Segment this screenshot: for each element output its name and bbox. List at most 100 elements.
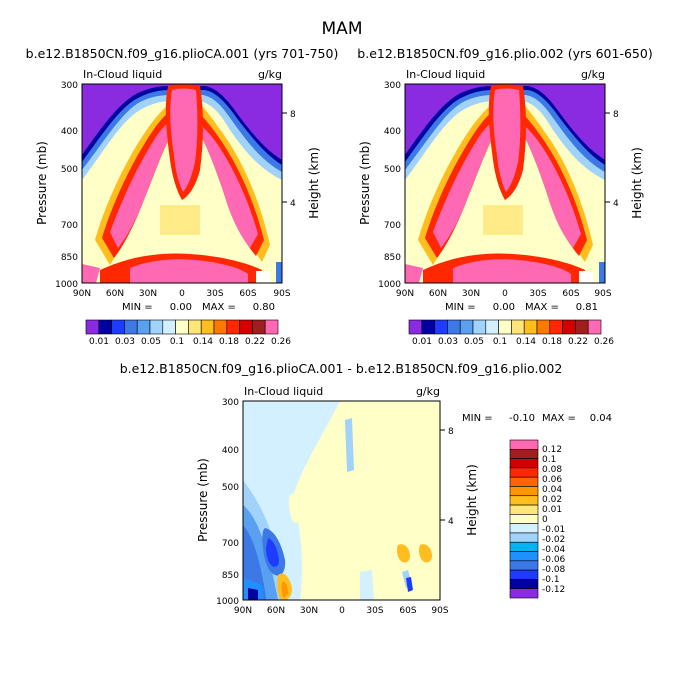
panel-c-cbar-label: -0.04 — [542, 545, 566, 555]
colorbar-swatch — [509, 514, 539, 524]
panel-a-xtick: 60N — [106, 289, 124, 299]
colorbar-swatch — [509, 541, 539, 552]
panel-a-title: b.e12.B1850CN.f09_g16.plioCA.001 (yrs 70… — [26, 46, 339, 61]
colorbar-swatch — [162, 319, 176, 335]
panel-c-y2-ticks: 8 4 — [440, 427, 454, 527]
colorbar-swatch — [509, 439, 539, 450]
panel-b-ytick: 400 — [384, 127, 401, 137]
colorbar-swatch — [188, 319, 202, 335]
panel-c-min-value: -0.10 — [509, 413, 535, 424]
colorbar-swatch — [536, 319, 551, 335]
colorbar-swatch — [509, 579, 539, 590]
panel-c-max-label: MAX = — [542, 413, 576, 424]
panel-c-title: b.e12.B1850CN.f09_g16.plioCA.001 - b.e12… — [120, 361, 563, 376]
panel-c-cbar-label: -0.1 — [542, 575, 560, 585]
panel-a-max-label: MAX = — [202, 302, 236, 313]
colorbar-swatch — [509, 467, 539, 478]
panel-a-min-value: 0.00 — [170, 302, 192, 313]
panel-b-cbar-label: 0.14 — [516, 337, 536, 347]
panel-b-colorbar — [408, 319, 602, 335]
panel-a-cbar-label: 0.26 — [271, 337, 291, 347]
panel-b-cbar-label: 0.18 — [542, 337, 562, 347]
panel-b-xtick: 90N — [396, 289, 414, 299]
figure-title: MAM — [322, 19, 363, 39]
panel-b-colorbar-labels: 0.01 0.03 0.05 0.1 0.14 0.18 0.22 0.26 — [412, 337, 614, 347]
colorbar-swatch — [175, 319, 189, 335]
colorbar-swatch — [408, 319, 423, 335]
colorbar-swatch — [509, 476, 539, 487]
panel-c-x-ticks: 90N 60N 30N 0 30S 60S 90S — [234, 606, 449, 616]
panel-b-cbar-label: 0.03 — [438, 337, 458, 347]
panel-a-cbar-label: 0.05 — [141, 337, 161, 347]
colorbar-swatch — [85, 319, 100, 335]
panel-a-cbar-label: 0.18 — [219, 337, 239, 347]
panel-b-min-label: MIN = — [445, 302, 476, 313]
panel-b-y2label: Height (km) — [630, 147, 644, 218]
colorbar-swatch — [239, 319, 253, 335]
panel-a-xtick: 30S — [206, 289, 223, 299]
panel-b-xtick: 60N — [429, 289, 447, 299]
panel-c-xtick: 60N — [267, 606, 285, 616]
panel-a-min-label: MIN = — [122, 302, 153, 313]
panel-c-left-label: In-Cloud liquid — [244, 385, 323, 398]
colorbar-swatch — [434, 319, 448, 335]
panel-a-xtick: 0 — [179, 289, 185, 299]
colorbar-swatch — [124, 319, 138, 335]
panel-a-cbar-label: 0.22 — [245, 337, 265, 347]
panel-b-left-label: In-Cloud liquid — [406, 68, 485, 81]
colorbar-swatch — [509, 588, 539, 599]
panel-c-y-ticks: 300 400 500 700 850 1000 — [216, 398, 239, 607]
panel-c-cbar-label: 0.02 — [542, 495, 562, 505]
panel-a-ytick: 850 — [61, 253, 78, 263]
colorbar-swatch — [472, 319, 487, 335]
panel-c-xtick: 30S — [366, 606, 383, 616]
panel-b-ytick: 300 — [384, 81, 401, 91]
panel-a-colorbar-labels: 0.01 0.03 0.05 0.1 0.14 0.18 0.22 0.26 — [89, 337, 291, 347]
colorbar-swatch — [509, 486, 539, 497]
panel-a-cbar-label: 0.01 — [89, 337, 109, 347]
panel-a-ylabel: Pressure (mb) — [35, 141, 49, 225]
panel-c-ytick: 400 — [222, 446, 239, 456]
colorbar-swatch — [562, 319, 576, 335]
colorbar-swatch — [485, 319, 499, 335]
panel-a-xtick: 90N — [73, 289, 91, 299]
panel-c-cbar-label: -0.06 — [542, 555, 566, 565]
colorbar-swatch — [498, 319, 512, 335]
panel-a-left-label: In-Cloud liquid — [83, 68, 162, 81]
colorbar-swatch — [264, 319, 279, 335]
panel-b-min-value: 0.00 — [493, 302, 515, 313]
panel-c-ylabel: Pressure (mb) — [196, 458, 210, 542]
colorbar-swatch — [549, 319, 563, 335]
panel-c-xtick: 90S — [431, 606, 448, 616]
panel-b-y2tick: 8 — [613, 110, 619, 120]
colorbar-swatch — [509, 560, 539, 571]
panel-a-max-value: 0.80 — [253, 302, 275, 313]
panel-b-ytick: 1000 — [378, 280, 401, 290]
panel-b-cbar-label: 0.26 — [594, 337, 614, 347]
panel-b-xtick: 30S — [529, 289, 546, 299]
panel-c-right-label: g/kg — [416, 385, 440, 398]
colorbar-swatch — [149, 319, 164, 335]
panel-c-xtick: 90N — [234, 606, 252, 616]
panel-c-y2tick: 8 — [448, 427, 454, 437]
colorbar-swatch — [575, 319, 589, 335]
panel-c-cbar-label: 0 — [542, 515, 548, 525]
panel-b-ytick: 850 — [384, 253, 401, 263]
panel-c-cbar-label: -0.12 — [542, 585, 565, 595]
colorbar-swatch — [213, 319, 228, 335]
colorbar-swatch — [509, 504, 539, 515]
panel-c-cbar-label: 0.12 — [542, 445, 562, 455]
panel-c-cbar-label: -0.08 — [542, 565, 566, 575]
colorbar-swatch — [252, 319, 266, 335]
panel-a-xtick: 60S — [239, 289, 256, 299]
colorbar-swatch — [459, 319, 474, 335]
panel-b-xtick: 30N — [462, 289, 480, 299]
panel-b-xtick: 90S — [594, 289, 611, 299]
panel-b-max-value: 0.81 — [576, 302, 598, 313]
panel-c-xtick: 30N — [300, 606, 318, 616]
panel-c-cbar-label: 0.01 — [542, 505, 562, 515]
colorbar-swatch — [511, 319, 525, 335]
colorbar-swatch — [509, 532, 539, 543]
panel-a-ytick: 300 — [61, 81, 78, 91]
panel-a-x-ticks: 90N 60N 30N 0 30S 60S 90S — [73, 289, 291, 299]
